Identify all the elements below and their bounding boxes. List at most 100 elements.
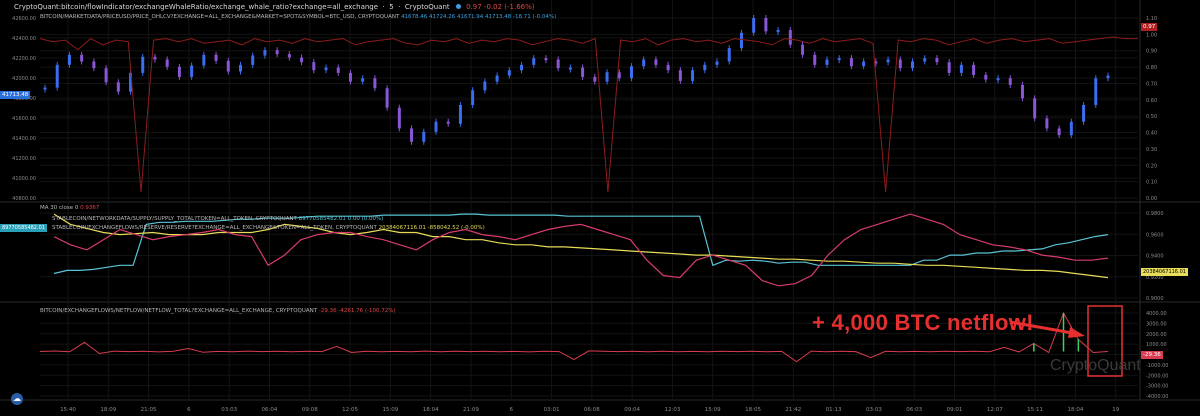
price-legend-ohlc: 41678.46 41724.26 41671.94 41713.48 -18.… bbox=[401, 14, 557, 20]
x-tick-label: 21:42 bbox=[785, 407, 801, 413]
x-tick-label: 21:09 bbox=[463, 407, 479, 413]
x-tick-label: 06:03 bbox=[906, 407, 922, 413]
candle-body bbox=[984, 74, 988, 80]
chart-header: CryptoQuant:bitcoin/flowIndicator/exchan… bbox=[14, 3, 535, 11]
candle-body bbox=[495, 75, 499, 82]
y-tick-label: 0.20 bbox=[1146, 163, 1157, 169]
candle-body bbox=[55, 64, 59, 88]
candle-body bbox=[324, 67, 328, 71]
reserve-legend[interactable]: STABLECOIN/EXCHANGEFLOWS/RESERVE/RESERVE… bbox=[52, 225, 485, 231]
x-tick-label: 18:09 bbox=[100, 407, 116, 413]
x-tick-label: 18:04 bbox=[423, 407, 439, 413]
candle-body bbox=[165, 59, 169, 67]
x-tick-label: 09:01 bbox=[947, 407, 963, 413]
candle-body bbox=[397, 107, 401, 129]
y-tick-label: 42000.00 bbox=[12, 76, 36, 82]
y-tick-label: 41400.00 bbox=[12, 136, 36, 142]
candle-body bbox=[581, 67, 585, 77]
price-pane[interactable] bbox=[39, 15, 1138, 193]
price-tag: 41713.48 bbox=[0, 91, 31, 99]
candle-body bbox=[947, 62, 951, 73]
x-tick-label: 06:04 bbox=[262, 407, 278, 413]
netflow-annotation: + 4,000 BTC netflow! bbox=[812, 310, 1034, 335]
price-legend[interactable]: BITCOIN/MARKETDATA/PRICEUSD/PRICE_OHLCV?… bbox=[40, 14, 556, 20]
y-tick-label: 1000.00 bbox=[1146, 342, 1167, 348]
netflow-legend[interactable]: BITCOIN/EXCHANGEFLOWS/NETFLOW/NETFLOW_TO… bbox=[40, 308, 396, 314]
candle-body bbox=[1082, 105, 1086, 122]
annotation-layer bbox=[1009, 305, 1123, 377]
y-tick-label: 3000.00 bbox=[1146, 321, 1167, 327]
candle-body bbox=[959, 64, 963, 73]
x-tick-label: 09:04 bbox=[624, 407, 640, 413]
x-tick-label: 06:08 bbox=[584, 407, 600, 413]
y-tick-label: 1.00 bbox=[1146, 32, 1157, 38]
candle-body bbox=[1020, 84, 1024, 99]
candle-body bbox=[287, 54, 291, 58]
candle-body bbox=[996, 78, 1000, 81]
candle-body bbox=[642, 59, 646, 67]
candle-body bbox=[1008, 78, 1012, 85]
y-tick-label: 0.9200 bbox=[1146, 275, 1164, 281]
y-tick-label: -2000.00 bbox=[1146, 373, 1168, 379]
candle-body bbox=[483, 81, 487, 91]
y-tick-label: 2000.00 bbox=[1146, 332, 1167, 338]
x-tick-label: 19 bbox=[1112, 407, 1119, 413]
candle-body bbox=[764, 18, 768, 32]
candle-body bbox=[593, 76, 597, 82]
ratio-value: 0.97 bbox=[466, 3, 482, 11]
candle-body bbox=[972, 64, 976, 75]
supply-legend[interactable]: STABLECOIN/NETWORKDATA/SUPPLY/SUPPLY_TOT… bbox=[52, 216, 383, 222]
grid-lines bbox=[0, 0, 1200, 401]
candle-body bbox=[849, 58, 853, 67]
x-tick-label: 15:40 bbox=[60, 407, 76, 413]
x-tick-label: 03:03 bbox=[866, 407, 882, 413]
y-tick-label: -4000.00 bbox=[1146, 394, 1168, 400]
x-tick-label: 03:03 bbox=[221, 407, 237, 413]
y-tick-label: 1.10 bbox=[1146, 16, 1157, 22]
cloud-icon[interactable]: ☁ bbox=[11, 393, 23, 405]
reserve-line bbox=[53, 213, 1109, 279]
candle-body bbox=[691, 70, 695, 81]
ratio-change: -0.02 (-1.66%) bbox=[483, 3, 535, 11]
x-tick-label: 09:08 bbox=[302, 407, 318, 413]
source-label: CryptoQuant bbox=[404, 3, 450, 11]
candle-body bbox=[275, 50, 279, 55]
x-tick-label: 03:01 bbox=[544, 407, 560, 413]
netflow-legend-value: -29.36 -4261.76 (-100.72%) bbox=[318, 308, 396, 314]
stablecoin-pane[interactable] bbox=[53, 213, 1109, 287]
y-tick-label: 41800.00 bbox=[12, 96, 36, 102]
whale-ratio-line bbox=[39, 36, 1138, 193]
indicator-title: CryptoQuant:bitcoin/flowIndicator/exchan… bbox=[14, 3, 379, 11]
candle-body bbox=[752, 18, 756, 33]
supply-tag: 89770585482.01 bbox=[0, 224, 47, 232]
ma-legend[interactable]: MA 30 close 0 0.9367 bbox=[40, 205, 99, 211]
candle-body bbox=[92, 61, 96, 69]
candle-body bbox=[116, 82, 120, 92]
watermark: CryptoQuant bbox=[1050, 357, 1141, 374]
ma-value: 0.9367 bbox=[80, 205, 100, 211]
candle-body bbox=[67, 54, 71, 65]
candle-body bbox=[923, 58, 927, 62]
y-tick-label: 42200.00 bbox=[12, 56, 36, 62]
y-tick-label: 0.9000 bbox=[1146, 296, 1164, 302]
candle-body bbox=[544, 58, 548, 61]
candle-body bbox=[532, 58, 536, 65]
candle-body bbox=[1094, 78, 1098, 105]
netflow-line bbox=[39, 311, 1109, 363]
x-tick-label: 15:09 bbox=[705, 407, 721, 413]
y-tick-label: 40800.00 bbox=[12, 196, 36, 202]
candle-body bbox=[776, 30, 780, 33]
candle-body bbox=[336, 67, 340, 73]
x-tick-label: 12:05 bbox=[342, 407, 358, 413]
candle-body bbox=[1057, 128, 1061, 136]
y-tick-label: 0.50 bbox=[1146, 114, 1157, 120]
y-tick-label: 4000.00 bbox=[1146, 311, 1167, 317]
candle-body bbox=[177, 66, 181, 77]
x-tick-label: 12:07 bbox=[987, 407, 1003, 413]
candle-body bbox=[825, 59, 829, 65]
y-tick-label: 0.90 bbox=[1146, 49, 1157, 55]
reserve-legend-label: STABLECOIN/EXCHANGEFLOWS/RESERVE/RESERVE… bbox=[52, 225, 377, 231]
candle-body bbox=[935, 58, 939, 63]
candle-body bbox=[1069, 121, 1073, 136]
